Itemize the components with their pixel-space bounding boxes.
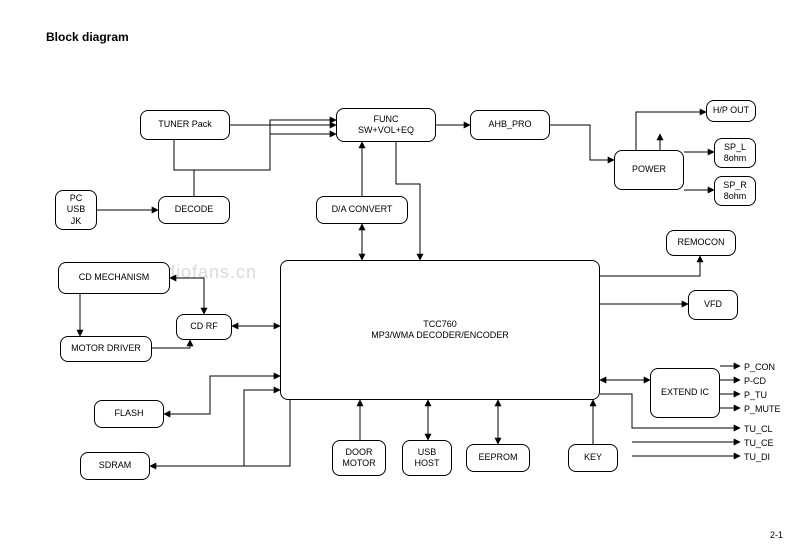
block-remocon: REMOCON — [666, 230, 736, 256]
block-spl: SP_L 8ohm — [714, 138, 756, 168]
edge-2 — [550, 125, 614, 160]
edge-19 — [178, 400, 290, 466]
signal-pcd: P-CD — [744, 376, 766, 386]
signal-tudi: TU_DI — [744, 452, 770, 462]
block-cdmech: CD MECHANISM — [58, 262, 170, 294]
block-tcc: TCC760 MP3/WMA DECODER/ENCODER — [280, 260, 600, 400]
block-key: KEY — [568, 444, 618, 472]
block-vfd: VFD — [688, 290, 738, 320]
edge-14 — [152, 340, 190, 348]
block-usbh: USB HOST — [402, 440, 452, 476]
block-pcusb: PC USB JK — [55, 190, 97, 230]
block-sdram: SDRAM — [80, 452, 150, 480]
signal-tuce: TU_CE — [744, 438, 774, 448]
page-number: 2-1 — [770, 530, 783, 540]
block-hpout: H/P OUT — [706, 100, 756, 122]
edge-25 — [600, 256, 700, 276]
edge-17 — [164, 376, 280, 414]
edge-11 — [194, 134, 336, 196]
block-ahb: AHB_PRO — [470, 110, 550, 140]
block-doorm: DOOR MOTOR — [332, 440, 386, 476]
block-extic: EXTEND IC — [650, 368, 720, 418]
block-eeprom: EEPROM — [466, 444, 530, 472]
block-flash: FLASH — [94, 400, 164, 428]
signal-pcon: P_CON — [744, 362, 775, 372]
edge-3 — [636, 112, 706, 150]
block-dac: D/A CONVERT — [316, 196, 408, 224]
block-spr: SP_R 8ohm — [714, 176, 756, 206]
block-cdrf: CD RF — [176, 314, 232, 340]
signal-tucl: TU_CL — [744, 424, 773, 434]
block-tuner: TUNER Pack — [140, 110, 230, 140]
edge-18 — [150, 390, 280, 466]
signal-pmute: P_MUTE — [744, 404, 781, 414]
block-power: POWER — [614, 150, 684, 190]
signal-ptu: P_TU — [744, 390, 767, 400]
block-decode: DECODE — [158, 196, 230, 224]
block-func: FUNC SW+VOL+EQ — [336, 108, 436, 142]
edge-15 — [170, 278, 204, 314]
diagram-title: Block diagram — [46, 30, 129, 44]
block-motordrv: MOTOR DRIVER — [60, 336, 152, 362]
